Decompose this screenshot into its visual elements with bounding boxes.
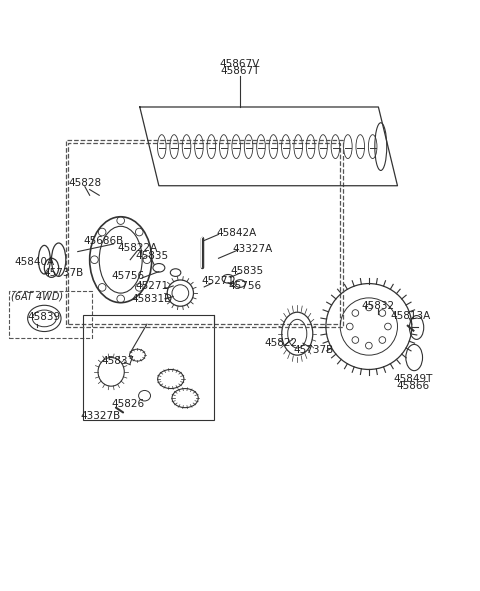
Text: 45737B: 45737B (43, 268, 84, 278)
Text: 45756: 45756 (111, 271, 144, 281)
Text: 45271: 45271 (201, 276, 234, 285)
Text: 45831D: 45831D (131, 294, 172, 304)
Text: 45822: 45822 (264, 338, 297, 348)
Text: 45839: 45839 (28, 312, 61, 322)
Text: 45866: 45866 (396, 381, 429, 391)
Text: 45849T: 45849T (393, 374, 432, 384)
Text: 45737B: 45737B (294, 345, 334, 355)
Text: 45822A: 45822A (117, 243, 157, 253)
Text: 45756: 45756 (228, 281, 261, 291)
Text: 45686B: 45686B (84, 236, 124, 246)
Text: 45867V: 45867V (220, 59, 260, 69)
Text: 45842A: 45842A (216, 228, 257, 238)
Bar (9, 291, 92, 339)
Text: 43327B: 43327B (81, 411, 121, 421)
Bar (83, 314, 214, 420)
Text: 45271: 45271 (135, 281, 168, 291)
Text: 45840A: 45840A (15, 257, 55, 267)
Text: 45837: 45837 (102, 356, 135, 366)
Text: 45835: 45835 (135, 251, 168, 261)
Text: 45813A: 45813A (390, 310, 431, 320)
Text: 43327A: 43327A (233, 243, 273, 254)
Text: (6AT 4WD): (6AT 4WD) (11, 291, 63, 301)
Bar (66, 141, 343, 326)
Text: 45828: 45828 (68, 178, 101, 189)
Text: 45835: 45835 (230, 266, 264, 275)
Text: 45826: 45826 (111, 400, 144, 410)
Text: 45867T: 45867T (220, 66, 260, 76)
Bar (68, 143, 340, 324)
Text: 45832: 45832 (362, 301, 395, 311)
